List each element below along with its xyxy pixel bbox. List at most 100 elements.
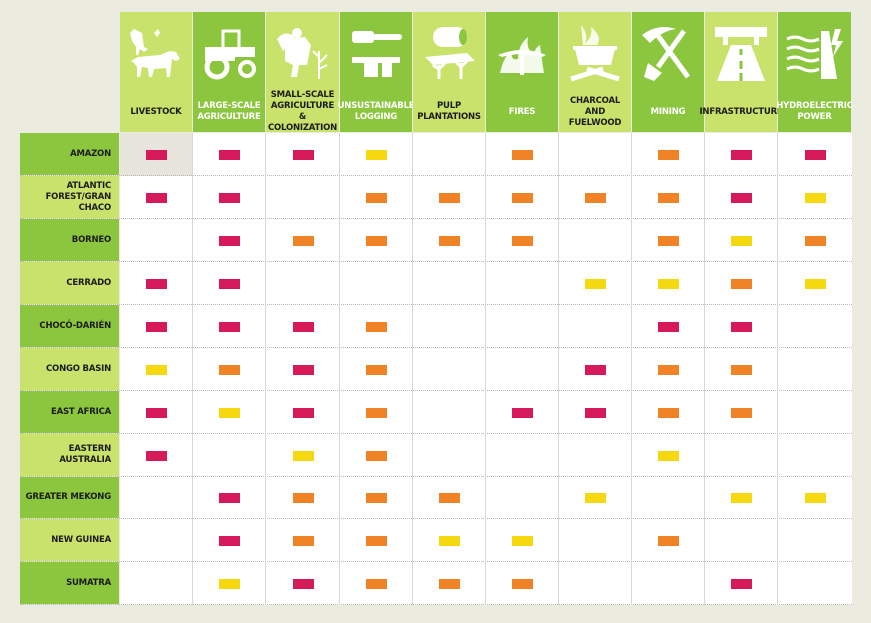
dam-icon bbox=[778, 16, 851, 90]
rating-mark-high bbox=[512, 407, 533, 418]
rating-mark-medium bbox=[658, 407, 679, 418]
column-divider bbox=[704, 133, 705, 605]
pickaxe-shovel-icon bbox=[632, 16, 704, 90]
column-header: PULP PLANTATIONS bbox=[413, 12, 485, 132]
rating-mark-high bbox=[146, 321, 167, 332]
column-header: SMALL-SCALE AGRICULTURE & COLONIZATION bbox=[266, 12, 339, 133]
row-divider bbox=[20, 604, 852, 605]
rating-mark-high bbox=[804, 149, 826, 160]
column-divider bbox=[777, 133, 778, 605]
rating-mark-high bbox=[219, 321, 240, 332]
rating-mark-medium bbox=[731, 278, 752, 289]
column-header: FIRES bbox=[486, 12, 558, 132]
rating-mark-low bbox=[804, 278, 826, 289]
rating-mark-medium bbox=[512, 578, 533, 589]
column-label: FIRES bbox=[508, 106, 536, 117]
column-divider bbox=[339, 133, 340, 605]
column-label: MINING bbox=[650, 106, 686, 117]
rating-mark-high bbox=[219, 235, 240, 246]
rating-mark-medium bbox=[512, 149, 533, 160]
column-header: INFRASTRUCTURE bbox=[699, 12, 783, 132]
rating-mark-high bbox=[292, 407, 314, 418]
column-label: LARGE-SCALE AGRICULTURE bbox=[197, 101, 261, 122]
column-divider bbox=[192, 133, 193, 605]
rating-mark-low bbox=[292, 450, 314, 461]
row-divider bbox=[20, 518, 852, 519]
rating-mark-medium bbox=[585, 192, 606, 203]
rating-mark-high bbox=[585, 364, 606, 375]
row-label: GREATER MEKONG bbox=[20, 477, 119, 518]
rating-mark-low bbox=[658, 450, 679, 461]
rating-mark-high bbox=[219, 192, 240, 203]
rating-mark-medium bbox=[512, 235, 533, 246]
rating-mark-high bbox=[292, 149, 314, 160]
rating-mark-high bbox=[219, 278, 240, 289]
rating-mark-high bbox=[658, 321, 679, 332]
rating-mark-medium bbox=[658, 535, 679, 546]
rating-mark-medium bbox=[731, 407, 752, 418]
rating-mark-medium bbox=[439, 192, 460, 203]
row-divider bbox=[20, 347, 852, 348]
highway-icon bbox=[705, 16, 777, 90]
rating-mark-medium bbox=[658, 235, 679, 246]
rating-mark-medium bbox=[658, 364, 679, 375]
rating-mark-medium bbox=[366, 321, 387, 332]
rating-mark-low bbox=[512, 535, 533, 546]
column-header: HYDROELECTRIC POWER bbox=[776, 12, 853, 132]
column-label: CHARCOAL AND FUELWOOD bbox=[568, 95, 622, 128]
rating-mark-high bbox=[292, 364, 314, 375]
column-label: PULP PLANTATIONS bbox=[417, 101, 481, 122]
row-label: CHOCÓ-DARIÉN bbox=[20, 305, 119, 347]
column-header: CHARCOAL AND FUELWOOD bbox=[559, 12, 631, 132]
column-divider bbox=[265, 133, 266, 605]
rating-mark-low bbox=[439, 535, 460, 546]
rating-mark-low bbox=[804, 192, 826, 203]
rating-mark-high bbox=[146, 192, 167, 203]
rating-mark-medium bbox=[366, 364, 387, 375]
column-divider bbox=[631, 133, 632, 605]
row-divider bbox=[20, 175, 852, 176]
rating-mark-medium bbox=[439, 235, 460, 246]
column-label: INFRASTRUCTURE bbox=[699, 106, 783, 117]
row-divider bbox=[20, 561, 852, 562]
rating-mark-medium bbox=[366, 407, 387, 418]
rating-mark-medium bbox=[439, 578, 460, 589]
row-divider bbox=[20, 218, 852, 219]
column-label: SMALL-SCALE AGRICULTURE & COLONIZATION bbox=[267, 90, 338, 133]
row-divider bbox=[20, 261, 852, 262]
row-label: CERRADO bbox=[20, 262, 119, 304]
rating-mark-low bbox=[585, 493, 606, 503]
rating-mark-high bbox=[146, 149, 167, 160]
rating-mark-medium bbox=[804, 235, 826, 246]
rating-mark-medium bbox=[366, 235, 387, 246]
chainsaw-icon bbox=[340, 16, 412, 90]
rating-mark-low bbox=[366, 149, 387, 160]
table-body bbox=[120, 133, 852, 605]
rating-mark-medium bbox=[366, 192, 387, 203]
fire-icon bbox=[486, 16, 558, 90]
rating-mark-medium bbox=[366, 535, 387, 546]
rating-mark-high bbox=[585, 407, 606, 418]
row-label: CONGO BASIN bbox=[20, 348, 119, 390]
column-label: HYDROELECTRIC POWER bbox=[776, 101, 853, 122]
rating-mark-low bbox=[658, 278, 679, 289]
column-header: MINING bbox=[632, 12, 704, 132]
row-label: EAST AFRICA bbox=[20, 391, 119, 433]
row-divider bbox=[20, 433, 852, 434]
rating-mark-medium bbox=[366, 450, 387, 461]
rating-mark-high bbox=[146, 278, 167, 289]
row-label: NEW GUINEA bbox=[20, 519, 119, 561]
rating-mark-medium bbox=[731, 364, 752, 375]
rating-mark-medium bbox=[292, 235, 314, 246]
rating-mark-high bbox=[292, 578, 314, 589]
tractor-icon bbox=[193, 16, 265, 90]
rating-mark-low bbox=[585, 278, 606, 289]
rating-mark-medium bbox=[658, 149, 679, 160]
rating-mark-medium bbox=[512, 192, 533, 203]
column-label: LIVESTOCK bbox=[130, 106, 182, 117]
column-header: UNSUSTAINABLE LOGGING bbox=[338, 12, 415, 132]
rating-mark-low bbox=[219, 578, 240, 589]
charcoal-pot-icon bbox=[559, 16, 631, 90]
rating-mark-low bbox=[219, 407, 240, 418]
row-label: EASTERN AUSTRALIA bbox=[20, 434, 119, 476]
